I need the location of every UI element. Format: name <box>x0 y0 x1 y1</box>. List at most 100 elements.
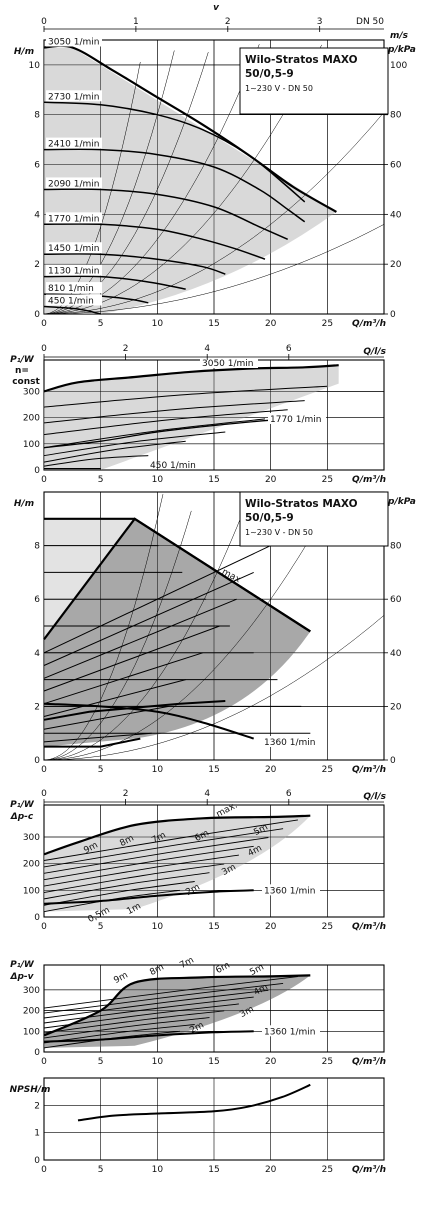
system-curve <box>43 44 322 315</box>
y-tick-label: 4 <box>34 649 40 659</box>
dp-v-range-area <box>44 518 311 747</box>
lps-tick-label: 0 <box>41 789 47 799</box>
x-tick-label: 0 <box>41 765 47 775</box>
y-tick-label: 200 <box>23 860 40 870</box>
x-tick-label: 5 <box>98 1165 104 1175</box>
curve-label-bg <box>262 884 320 896</box>
y-tick-label: 2 <box>34 260 40 270</box>
chart-title-line2: 50/0,5-9 <box>245 68 294 80</box>
y2-tick-label: 20 <box>390 260 402 270</box>
head-setting-curve <box>43 889 181 913</box>
pump-curve <box>43 223 266 260</box>
y-tick-label: 0 <box>34 466 40 476</box>
pump-power-curve <box>43 418 266 449</box>
x-axis-label: Q/m³/h <box>352 475 386 485</box>
system-curve <box>44 224 385 315</box>
lps-tick-label: 2 <box>123 344 129 354</box>
y-axis-label: P₁/W <box>10 800 35 810</box>
lps-tick-label: 6 <box>286 344 292 354</box>
curve-label: 2410 1/min <box>48 140 100 150</box>
min-speed-curve <box>43 702 255 740</box>
y-tick-label: 0 <box>34 1048 40 1058</box>
head-setting-curve <box>43 989 269 1019</box>
y-tick-label: 100 <box>23 1027 40 1037</box>
chart-title-line1: Wilo-Stratos MAXO <box>245 498 358 510</box>
curve-label-bg <box>46 137 102 149</box>
dp-v-max-curve <box>43 517 311 641</box>
lps-tick-label: 0 <box>41 344 47 354</box>
y-axis-label-2: n= <box>15 366 29 376</box>
pump-power-curve <box>43 409 288 436</box>
system-curve <box>44 615 385 761</box>
curve-label: 810 1/min <box>48 284 94 294</box>
x-tick-label: 5 <box>98 475 104 485</box>
chart-title-line2: 50/0,5-9 <box>245 512 294 524</box>
velocity-tick-label: 1 <box>133 17 139 27</box>
head-setting-curve <box>43 996 254 1024</box>
y2-tick-label: 60 <box>390 161 402 171</box>
y-tick-label: 100 <box>23 886 40 896</box>
x-tick-label: 0 <box>41 319 47 329</box>
curve-label-bg <box>268 413 326 424</box>
y-axis-label: P₁/W <box>10 960 35 970</box>
pump-curve <box>43 148 306 223</box>
legend-title-box <box>239 491 389 547</box>
curve-label: 450 1/min <box>150 461 196 471</box>
y2-axis-label: p/kPa <box>387 497 416 507</box>
curve-label: 450 1/min <box>48 297 94 307</box>
min-speed-label: 1360 1/min <box>264 886 316 896</box>
head-setting-curve <box>43 1017 210 1039</box>
x-tick-label: 0 <box>41 1057 47 1067</box>
curve-label: 1450 1/min <box>48 244 100 254</box>
y-axis-label-3: const <box>12 377 40 387</box>
x-tick-label: 15 <box>208 922 219 932</box>
min-speed-label: 1360 1/min <box>264 1027 316 1037</box>
x-tick-label: 25 <box>322 1057 333 1067</box>
head-setting-curve <box>43 845 254 881</box>
dp-c-min-curve <box>44 737 141 748</box>
curve-label: 1770 1/min <box>270 415 322 425</box>
velocity-tick-label: 3 <box>317 17 323 27</box>
pump-power-curve <box>43 400 305 424</box>
y-tick-label: 4 <box>34 210 40 220</box>
x-tick-label: 25 <box>322 475 333 485</box>
pump-curve <box>43 188 289 240</box>
curve-label-bg <box>46 212 102 224</box>
min-speed-power-curve <box>43 1030 254 1043</box>
lps-tick-label: 4 <box>204 344 210 354</box>
legend-title-box <box>239 47 389 115</box>
dp-v-line <box>43 652 203 705</box>
min-speed-power-curve <box>43 889 254 905</box>
lps-axis-label: Q/l/s <box>363 347 386 357</box>
y2-tick-label: 40 <box>390 649 402 659</box>
y-tick-label: 300 <box>23 986 40 996</box>
y-tick-label: 1 <box>34 1129 40 1139</box>
x-axis-label: Q/m³/h <box>352 922 386 932</box>
x-tick-label: 0 <box>41 922 47 932</box>
y-tick-label: 8 <box>34 542 40 552</box>
head-setting-curve <box>43 863 225 893</box>
velocity-tick-label: 0 <box>41 17 47 27</box>
system-curve <box>43 50 175 315</box>
min-speed-label: 1360 1/min <box>264 738 316 748</box>
x-tick-label: 5 <box>98 922 104 932</box>
pump-curve <box>43 44 337 213</box>
system-curve <box>43 44 260 315</box>
head-setting-curve <box>43 1010 225 1034</box>
dp-v-line <box>43 598 237 679</box>
y-axis-label: H/m <box>14 499 34 509</box>
y-axis-label: P₁/W <box>10 355 35 365</box>
x-tick-label: 25 <box>322 1165 333 1175</box>
y-axis-label: H/m <box>14 47 34 57</box>
dp-v-min-curve <box>43 700 226 721</box>
x-tick-label: 15 <box>208 1057 219 1067</box>
pump-power-curve <box>43 364 339 393</box>
pump-power-curve <box>43 440 186 463</box>
y-tick-label: 0 <box>34 756 40 766</box>
operating-range-area <box>44 47 337 315</box>
x-tick-label: 25 <box>322 765 333 775</box>
